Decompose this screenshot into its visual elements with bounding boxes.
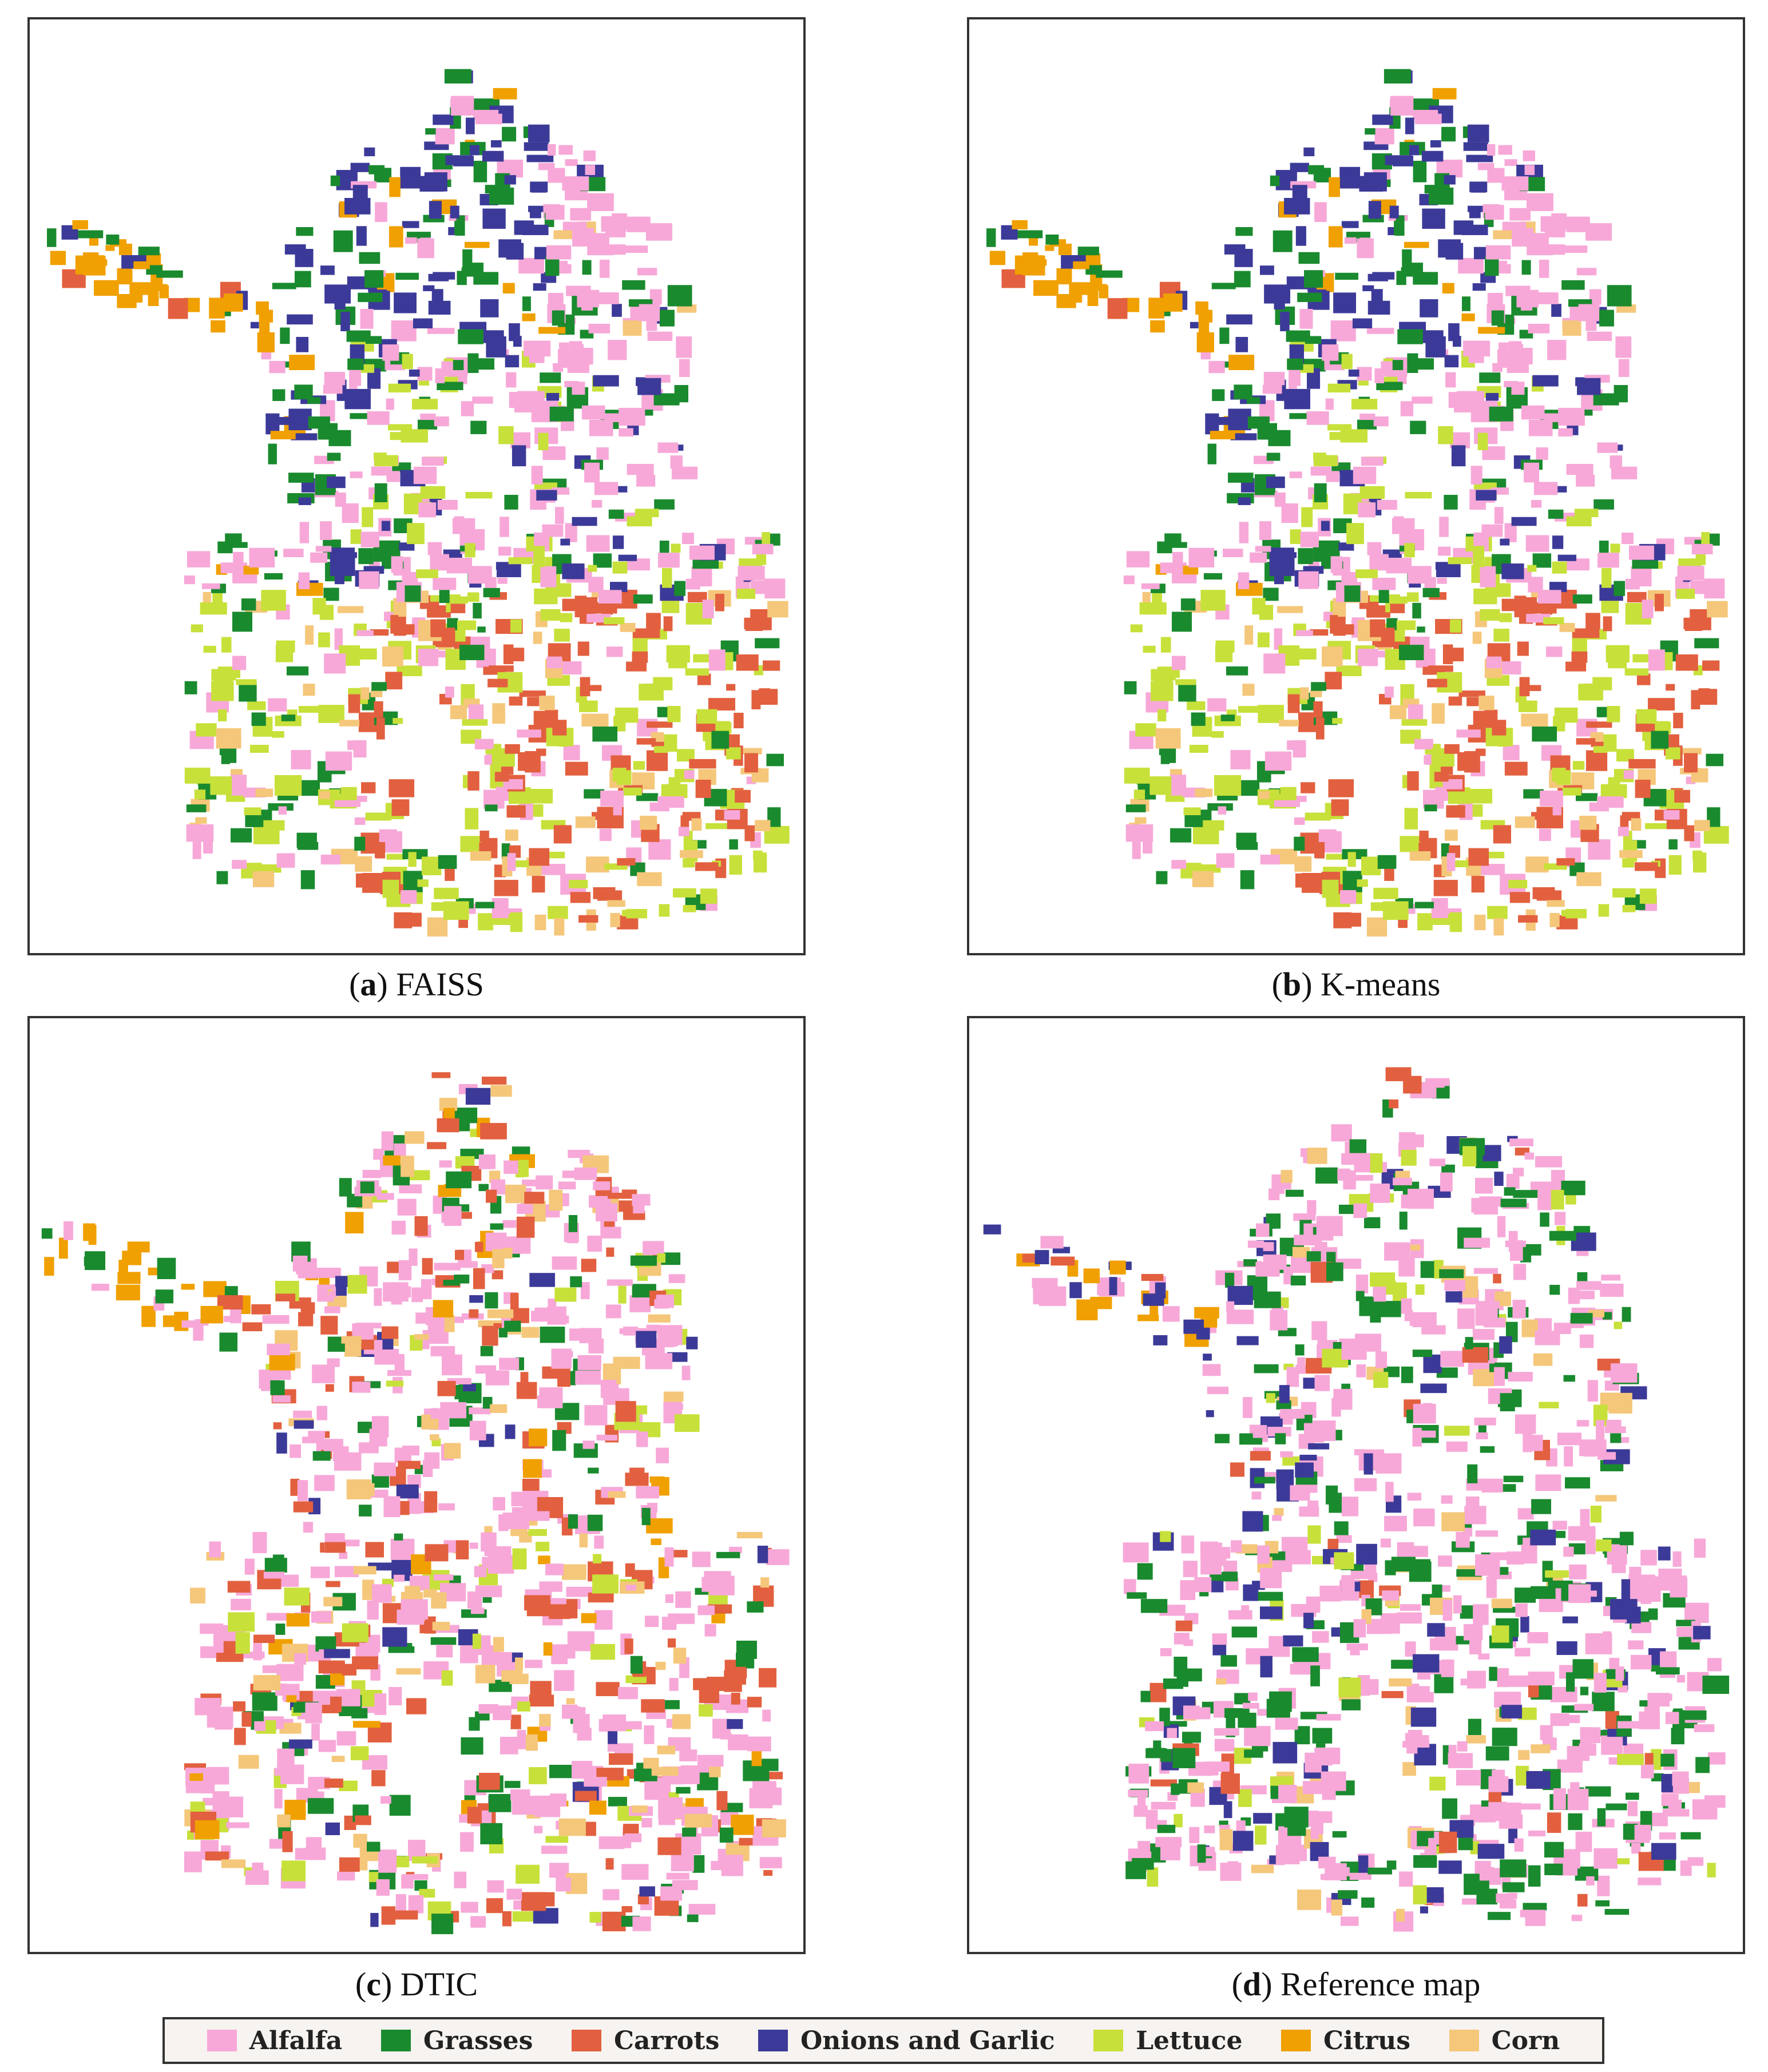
legend-item-grasses: Grasses: [380, 2026, 533, 2055]
legend-swatch-alfalfa: [207, 2030, 237, 2051]
crop-map-reference: [983, 1067, 1730, 1932]
legend-swatch-lettuce: [1093, 2030, 1124, 2051]
caption-kmeans: (b) K-means: [1271, 966, 1441, 1003]
legend-label-corn: Corn: [1491, 2026, 1560, 2055]
legend-label-alfalfa: Alfalfa: [249, 2026, 343, 2055]
legend-swatch-grasses: [380, 2030, 411, 2051]
crop-map-faiss: [47, 69, 790, 937]
legend: Alfalfa Grasses Carrots Onions and Garli…: [162, 2017, 1604, 2064]
caption-faiss: (a) FAISS: [349, 966, 484, 1003]
legend-swatch-carrots: [572, 2030, 602, 2051]
caption-reference: (d) Reference map: [1231, 1966, 1481, 2003]
crop-map-kmeans: [986, 69, 1729, 937]
map-panel-kmeans: [967, 17, 1745, 955]
map-panel-faiss: [27, 17, 806, 955]
legend-label-grasses: Grasses: [423, 2026, 533, 2055]
crop-map-dtic: [41, 1072, 790, 1935]
legend-label-carrots: Carrots: [614, 2026, 720, 2055]
legend-label-lettuce: Lettuce: [1136, 2026, 1243, 2055]
legend-swatch-onions-and-garlic: [758, 2030, 788, 2051]
legend-item-lettuce: Lettuce: [1093, 2026, 1242, 2055]
legend-swatch-citrus: [1281, 2030, 1311, 2051]
legend-label-onions-and-garlic: Onions and Garlic: [800, 2026, 1055, 2055]
legend-item-corn: Corn: [1449, 2026, 1560, 2055]
legend-item-carrots: Carrots: [572, 2026, 719, 2055]
legend-item-alfalfa: Alfalfa: [207, 2026, 342, 2055]
legend-label-citrus: Citrus: [1323, 2026, 1411, 2055]
map-panel-reference: [967, 1016, 1745, 1954]
map-panel-dtic: [27, 1016, 806, 1954]
legend-item-citrus: Citrus: [1281, 2026, 1410, 2055]
legend-swatch-corn: [1449, 2030, 1479, 2051]
legend-item-onions-and-garlic: Onions and Garlic: [758, 2026, 1055, 2055]
caption-dtic: (c) DTIC: [355, 1966, 478, 2003]
